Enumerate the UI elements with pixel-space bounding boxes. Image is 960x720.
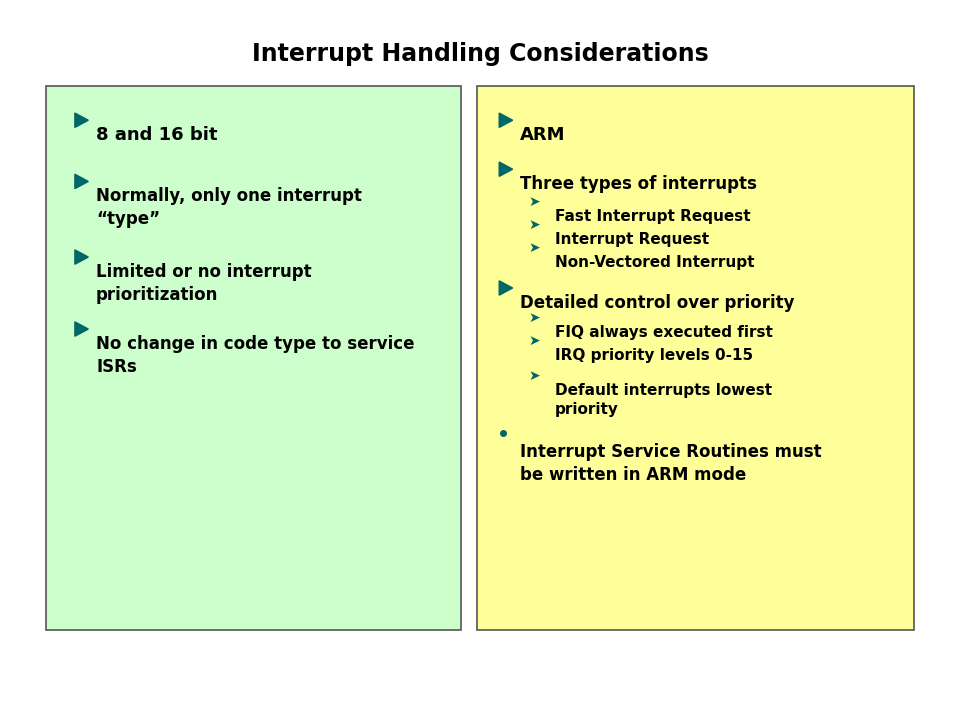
Text: Interrupt Service Routines must
be written in ARM mode: Interrupt Service Routines must be writt…: [520, 443, 822, 484]
Text: FIQ always executed first: FIQ always executed first: [555, 325, 773, 341]
Text: ➤: ➤: [528, 240, 540, 255]
Polygon shape: [75, 322, 88, 336]
Text: 8 and 16 bit: 8 and 16 bit: [96, 126, 218, 144]
Polygon shape: [499, 113, 513, 127]
Polygon shape: [499, 281, 513, 295]
Polygon shape: [75, 250, 88, 264]
Text: Three types of interrupts: Three types of interrupts: [520, 175, 757, 193]
Text: Detailed control over priority: Detailed control over priority: [520, 294, 795, 312]
Polygon shape: [75, 174, 88, 189]
Text: ➤: ➤: [528, 369, 540, 383]
Text: Interrupt Handling Considerations: Interrupt Handling Considerations: [252, 42, 708, 66]
Text: No change in code type to service
ISRs: No change in code type to service ISRs: [96, 335, 415, 376]
Text: ➤: ➤: [528, 334, 540, 348]
Text: ➤: ➤: [528, 311, 540, 325]
Text: Non-Vectored Interrupt: Non-Vectored Interrupt: [555, 255, 755, 270]
Text: IRQ priority levels 0-15: IRQ priority levels 0-15: [555, 348, 753, 364]
Text: Default interrupts lowest
priority: Default interrupts lowest priority: [555, 383, 772, 417]
Text: Fast Interrupt Request: Fast Interrupt Request: [555, 209, 751, 224]
Text: ➤: ➤: [528, 194, 540, 209]
FancyBboxPatch shape: [477, 86, 914, 630]
Text: Normally, only one interrupt
“type”: Normally, only one interrupt “type”: [96, 187, 362, 228]
Text: Interrupt Request: Interrupt Request: [555, 232, 709, 247]
FancyBboxPatch shape: [46, 86, 461, 630]
Text: ARM: ARM: [520, 126, 565, 144]
Text: ➤: ➤: [528, 217, 540, 232]
Text: Limited or no interrupt
prioritization: Limited or no interrupt prioritization: [96, 263, 312, 304]
Polygon shape: [75, 113, 88, 127]
Polygon shape: [499, 162, 513, 176]
